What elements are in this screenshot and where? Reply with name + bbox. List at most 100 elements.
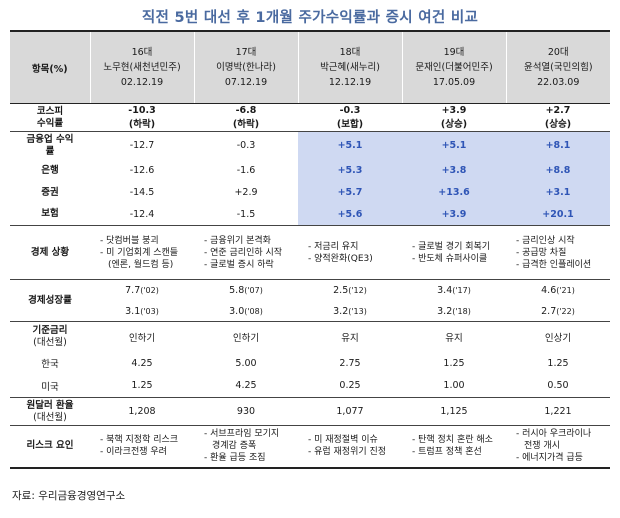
sector-cell: +13.6 [402, 181, 506, 204]
sector-cell: -1.6 [236, 165, 256, 176]
rate-direction-cell: 인상기 [506, 321, 610, 352]
header-col-20: 20대 윤석열(국민의힘) 22.03.09 [505, 30, 610, 104]
growth-cell: 3.4('17) [402, 279, 506, 302]
rate-direction-cell: 유지 [298, 321, 402, 352]
sector-label: 은행 [41, 164, 59, 176]
header-item-label: 항목(%) [10, 30, 90, 104]
growth-cell: 3.1('03) [125, 305, 159, 317]
rate-us-cell: 1.25 [131, 380, 153, 392]
fx-cell: 1,221 [506, 397, 610, 426]
sector-row-securities: 증권 -14.5 +2.9 +5.7 +13.6 +3.1 [10, 181, 610, 204]
economy-cell: - 금융위기 본격화 - 연준 금리인하 시작 - 글로벌 증시 하락 [194, 225, 298, 280]
kospi-label: 코스피 수익률 [36, 105, 64, 129]
kospi-cell: +3.9 (상승) [440, 105, 468, 130]
fx-cell: 1,077 [298, 397, 402, 426]
sector-cell: +5.6 [298, 203, 402, 226]
risk-row: 리스크 요인 - 북핵 지정학 리스크 - 이라크전쟁 우려 - 서브프라임 모기… [10, 425, 610, 468]
risk-label: 리스크 요인 [10, 425, 90, 468]
risk-cell: - 서브프라임 모기지 경계감 증폭 - 환율 급등 조짐 [194, 425, 298, 468]
fx-row: 원달러 환율 (대선월) 1,208 930 1,077 1,125 1,221 [10, 397, 610, 426]
sector-row-insurance: 보험 -12.4 -1.5 +5.6 +3.9 +20.1 [10, 203, 610, 226]
sector-row-bank: 은행 -12.6 -1.6 +5.3 +3.8 +8.8 [10, 159, 610, 182]
rate-direction-cell: 인하기 [90, 321, 194, 352]
rate-us-cell: 0.25 [339, 380, 361, 392]
kospi-cell: -0.3 (보합) [336, 105, 364, 130]
growth-cell: 3.0('08) [229, 305, 263, 317]
header-row: 항목(%) 16대 노무현(새천년민주) 02.12.19 17대 이명박(한나라) 0… [10, 30, 610, 104]
fx-cell: 1,125 [402, 397, 506, 426]
growth-cell: 4.6('21) [506, 279, 610, 302]
table-title: 직전 5번 대선 후 1개월 주가수익률과 증시 여건 비교 [141, 10, 479, 26]
rate-korea-cell: 1.25 [547, 357, 569, 369]
economy-cell: - 저금리 유지 - 양적완화(QE3) [298, 225, 402, 280]
rate-korea-cell: 4.25 [131, 357, 153, 369]
sector-cell: -12.4 [129, 208, 155, 220]
sector-cell: +5.1 [298, 131, 402, 160]
growth-cell: 2.7('22) [541, 305, 575, 317]
source-note: 자료: 우리금융경영연구소 [12, 490, 126, 502]
growth-row-2: 3.1('03) 3.0('08) 3.2('13) 3.2('18) 2.7(… [10, 302, 610, 322]
growth-cell: 5.8('07) [194, 279, 298, 302]
rate-us-cell: 1.00 [443, 380, 465, 392]
sector-cell: +5.3 [298, 159, 402, 182]
kospi-cell: -6.8 (하락) [232, 105, 260, 130]
rate-us-cell: 0.50 [547, 380, 569, 392]
rate-korea-cell: 5.00 [235, 357, 257, 369]
growth-cell: 3.2('18) [437, 305, 471, 317]
sector-row-finance: 금융업 수익률 -12.7 -0.3 +5.1 +5.1 +8.1 [10, 131, 610, 160]
header-col-16: 16대 노무현(새천년민주) 02.12.19 [89, 30, 194, 104]
header-col-19: 19대 문재인(더불어민주) 17.05.09 [401, 30, 506, 104]
kospi-row: 코스피 수익률 -10.3 (하락) -6.8 (하락) -0.3 (보합) +3.9(… [10, 104, 610, 132]
growth-cell: 2.5('12) [298, 279, 402, 302]
sector-cell: +5.1 [402, 131, 506, 160]
economy-label: 경제 상황 [10, 225, 90, 280]
growth-cell: 7.7('02) [90, 279, 194, 302]
sector-cell: +3.9 [402, 203, 506, 226]
sector-cell: -14.5 [129, 187, 155, 198]
fx-cell: 930 [194, 397, 298, 426]
rate-direction-row: 기준금리 (대선월) 인하기 인하기 유지 유지 인상기 [10, 321, 610, 352]
rate-direction-cell: 인하기 [194, 321, 298, 352]
rate-korea-label: 한국 [41, 359, 59, 370]
sector-cell: +3.8 [402, 159, 506, 182]
rate-label: 기준금리 (대선월) [10, 321, 90, 352]
fx-label: 원달러 환율 (대선월) [10, 397, 90, 426]
economy-cell: - 닷컴버블 붕괴 - 미 기업회계 스캔들 (엔론, 월드컴 등) [90, 225, 194, 280]
sector-cell: -12.7 [90, 131, 194, 160]
economy-cell: - 글로벌 경기 회복기 - 반도체 슈퍼사이클 [402, 225, 506, 280]
rate-korea-row: 한국 4.25 5.00 2.75 1.25 1.25 [10, 352, 610, 375]
sector-cell: +5.7 [298, 181, 402, 204]
sector-cell: -1.5 [236, 208, 256, 220]
sector-cell: +8.1 [506, 131, 610, 160]
growth-row-1: 경제성장률 7.7('02) 5.8('07) 2.5('12) 3.4('17… [10, 279, 610, 322]
sector-cell: +3.1 [506, 181, 610, 204]
economy-cell: - 금리인상 시작 - 공급망 차질 - 급격한 인플레이션 [506, 225, 610, 280]
rate-korea-cell: 2.75 [339, 357, 361, 369]
header-col-17: 17대 이명박(한나라) 07.12.19 [193, 30, 298, 104]
risk-cell: - 러시아 우크라이나 전쟁 개시 - 에너지가격 급등 [506, 425, 610, 468]
sector-label: 증권 [41, 186, 59, 198]
risk-cell: - 북핵 지정학 리스크 - 이라크전쟁 우려 [90, 425, 194, 468]
kospi-cell: +2.7 (상승) [544, 105, 572, 130]
sector-cell: -12.6 [129, 165, 155, 176]
economy-row: 경제 상황 - 닷컴버블 붕괴 - 미 기업회계 스캔들 (엔론, 월드컴 등) -… [10, 225, 610, 280]
sector-cell: +20.1 [506, 203, 610, 226]
header-col-18: 18대 박근혜(새누리) 12.12.19 [297, 30, 402, 104]
risk-cell: - 탄핵 정치 혼란 해소 - 트럼프 정책 혼선 [402, 425, 506, 468]
rate-korea-cell: 1.25 [443, 357, 465, 369]
sector-label: 보험 [41, 208, 59, 220]
sector-cell: +2.9 [234, 187, 258, 198]
sector-cell: -0.3 [194, 131, 298, 160]
rate-us-row: 미국 1.25 4.25 0.25 1.00 0.50 [10, 375, 610, 398]
rate-us-label: 미국 [41, 381, 59, 393]
sector-cell: +8.8 [506, 159, 610, 182]
rate-us-cell: 4.25 [235, 380, 257, 392]
kospi-cell: -10.3 (하락) [128, 105, 156, 130]
fx-cell: 1,208 [90, 397, 194, 426]
growth-label: 경제성장률 [10, 279, 90, 322]
comparison-table: 항목(%) 16대 노무현(새천년민주) 02.12.19 17대 이명박(한나라) 0… [10, 30, 610, 469]
growth-cell: 3.2('13) [333, 305, 367, 317]
risk-cell: - 미 재정절벽 이슈 - 유럽 재정위기 진정 [298, 425, 402, 468]
rate-direction-cell: 유지 [402, 321, 506, 352]
sector-label: 금융업 수익률 [10, 131, 90, 160]
